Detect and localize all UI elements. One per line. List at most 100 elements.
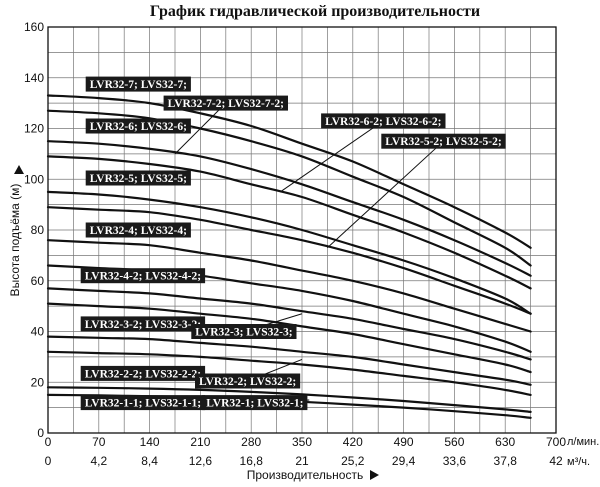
x-tick-label: 70 (92, 435, 106, 449)
axis-ticks: 02040608010012014016000704,21408,421012,… (24, 20, 566, 468)
x2-tick-label: 25,2 (341, 454, 365, 468)
curve-label: LVR32-5; LVS32-5; (85, 170, 191, 186)
curve-label-box (85, 170, 191, 186)
x-tick-label: 630 (495, 435, 515, 449)
curve-label-box (80, 365, 206, 381)
x2-tick-label: 8,4 (141, 454, 158, 468)
x2-tick-label: 33,6 (443, 454, 467, 468)
curve-labels: LVR32-7; LVS32-7; LVR32-7-2; LVS32-7-2; LV… (80, 76, 506, 411)
y-tick-label: 160 (24, 20, 44, 34)
x-tick-label: 140 (140, 435, 160, 449)
curve-label-box (321, 113, 446, 129)
curve-label: LVR32-7; LVS32-7; (85, 76, 191, 92)
x2-unit-label: м³/ч. (567, 456, 590, 468)
curve-label: LVR32-3; LVS32-3; (191, 324, 297, 339)
curve-label-box (202, 395, 308, 411)
performance-curve (46, 155, 532, 290)
y-tick-label: 80 (31, 223, 45, 237)
curve-label-text: LVR32-7; LVS32-7; (90, 79, 187, 91)
x2-tick-label: 4,2 (90, 454, 107, 468)
plot-frame (47, 26, 557, 434)
curve-label-text: LVR32-6; LVS32-6; (90, 121, 187, 133)
performance-curve (46, 386, 532, 413)
curve-label-text: LVR32-3-2; LVS32-3-2; (85, 319, 201, 331)
y-tick-label: 140 (24, 71, 44, 85)
x-tick-label: 490 (394, 435, 414, 449)
x-unit-label: л/мин. (567, 436, 599, 448)
performance-curve (46, 239, 532, 333)
curve-label-box (85, 76, 191, 92)
performance-curve (46, 287, 532, 361)
x-axis-label: Производительность (247, 468, 363, 482)
curve-label: LVR32-6; LVS32-6; (85, 118, 191, 134)
y-tick-label: 60 (31, 274, 45, 288)
curve-label-box (85, 222, 191, 238)
label-leader-line (174, 102, 227, 155)
curve-label-text: LVR32-1-1; LVS32-1-1; (85, 398, 201, 410)
x2-tick-label: 29,4 (392, 454, 416, 468)
curves (46, 94, 532, 419)
x-axis-arrow-icon (370, 470, 379, 480)
curve-label: LVR32-6-2; LVS32-6-2; (321, 113, 446, 129)
curve-label-box (163, 95, 288, 111)
y-tick-label: 40 (31, 325, 45, 339)
x-tick-label: 350 (292, 435, 312, 449)
curve-label-text: LVR32-5; LVS32-5; (90, 173, 187, 185)
y-tick-label: 120 (24, 122, 44, 136)
x2-tick-label: 42 (549, 454, 563, 468)
label-leader-line (327, 140, 444, 249)
x-tick-label: 560 (444, 435, 464, 449)
curve-label-text: LVR32-1; LVS32-1; (206, 398, 303, 410)
curve-label: LVR32-1; LVS32-1; (202, 395, 308, 411)
curve-label-text: LVR32-6-2; LVS32-6-2; (325, 116, 441, 128)
curve-label-box (80, 316, 206, 332)
x-tick-label: 280 (241, 435, 261, 449)
x-tick-label: 420 (343, 435, 363, 449)
curve-label: LVR32-4; LVS32-4; (85, 222, 191, 238)
curve-label-text: LVR32-3; LVS32-3; (195, 327, 292, 339)
curve-label-box (381, 133, 506, 149)
performance-curve (46, 335, 532, 386)
x2-tick-label: 12,6 (189, 454, 213, 468)
curve-label: LVR32-2-2; LVS32-2-2; (80, 365, 206, 381)
curve-label: LVR32-1-1; LVS32-1-1; (80, 395, 206, 411)
x2-tick-label: 21 (295, 454, 309, 468)
curve-label-box (80, 268, 206, 284)
x-tick-label: 210 (190, 435, 210, 449)
curve-label-box (195, 373, 301, 389)
curve-label-text: LVR32-5-2; LVS32-5-2; (385, 136, 501, 148)
x2-tick-label: 0 (45, 454, 52, 468)
chart-title: График гидравлической производительности (150, 3, 480, 20)
x2-tick-label: 37,8 (494, 454, 518, 468)
performance-curve (46, 350, 532, 396)
curve-label-text: LVR32-4-2; LVS32-4-2; (85, 271, 201, 283)
label-leader-line (279, 120, 384, 193)
x-tick-label: 0 (45, 435, 52, 449)
performance-curve (46, 206, 532, 315)
x2-tick-label: 16,8 (240, 454, 264, 468)
curve-label: LVR32-7-2; LVS32-7-2; (163, 95, 288, 111)
curve-label-box (191, 324, 297, 339)
y-tick-label: 0 (37, 426, 44, 440)
grid (47, 26, 557, 434)
curve-label-box (85, 118, 191, 134)
curve-label: LVR32-4-2; LVS32-4-2; (80, 268, 206, 284)
curve-label-text: LVR32-7-2; LVS32-7-2; (168, 98, 284, 110)
y-axis-title: Высота подъёма (м) (8, 165, 24, 296)
performance-curve (46, 109, 532, 267)
y-axis-label: Высота подъёма (м) (8, 184, 22, 297)
performance-curve (46, 94, 532, 249)
x-tick-label: 700 (546, 435, 566, 449)
performance-curve (46, 302, 532, 374)
performance-curve (46, 140, 532, 277)
curve-label-text: LVR32-4; LVS32-4; (90, 225, 187, 237)
y-tick-label: 20 (31, 375, 45, 389)
curve-label: LVR32-3-2; LVS32-3-2; (80, 316, 206, 332)
x-axis-title: Производительность (247, 468, 379, 482)
curve-label-text: LVR32-2-2; LVS32-2-2; (85, 368, 201, 380)
curve-label: LVR32-2; LVS32-2; (195, 373, 301, 389)
y-tick-label: 100 (24, 172, 44, 186)
curve-label: LVR32-5-2; LVS32-5-2; (381, 133, 506, 149)
curve-label-text: LVR32-2; LVS32-2; (199, 376, 296, 388)
